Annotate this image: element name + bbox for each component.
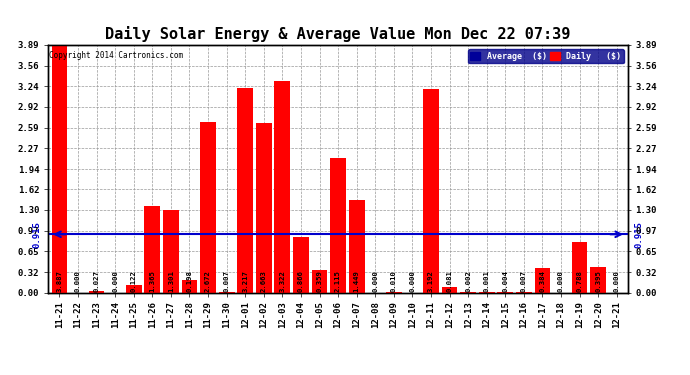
Text: 0.198: 0.198 <box>186 270 193 292</box>
Bar <box>181 280 197 292</box>
Text: 3.217: 3.217 <box>242 270 248 292</box>
Bar <box>572 242 587 292</box>
Bar <box>423 89 439 292</box>
Text: 3.322: 3.322 <box>279 270 286 292</box>
Text: 0.915: 0.915 <box>32 221 41 248</box>
Title: Daily Solar Energy & Average Value Mon Dec 22 07:39: Daily Solar Energy & Average Value Mon D… <box>106 27 571 42</box>
Bar <box>256 123 272 292</box>
Text: 0.027: 0.027 <box>94 270 99 292</box>
Bar <box>275 81 290 292</box>
Text: 3.887: 3.887 <box>57 270 63 292</box>
Text: 2.663: 2.663 <box>261 270 267 292</box>
Text: 1.365: 1.365 <box>149 270 155 292</box>
Text: 0.915: 0.915 <box>634 221 643 248</box>
Text: 0.384: 0.384 <box>540 270 546 292</box>
Bar <box>89 291 104 292</box>
Bar <box>144 206 160 292</box>
Text: 0.081: 0.081 <box>446 270 453 292</box>
Text: 0.000: 0.000 <box>372 270 378 292</box>
Bar <box>331 158 346 292</box>
Bar <box>163 210 179 292</box>
Text: 0.788: 0.788 <box>577 270 582 292</box>
Text: 0.000: 0.000 <box>112 270 118 292</box>
Bar <box>237 88 253 292</box>
Text: 0.010: 0.010 <box>391 270 397 292</box>
Legend: Average  ($), Daily   ($): Average ($), Daily ($) <box>468 49 624 63</box>
Text: 1.449: 1.449 <box>354 270 359 292</box>
Bar <box>442 287 457 292</box>
Text: 0.000: 0.000 <box>558 270 564 292</box>
Text: 0.866: 0.866 <box>298 270 304 292</box>
Text: 0.000: 0.000 <box>409 270 415 292</box>
Bar <box>200 123 216 292</box>
Text: 0.000: 0.000 <box>75 270 81 292</box>
Bar <box>126 285 141 292</box>
Bar <box>348 200 364 292</box>
Text: 1.301: 1.301 <box>168 270 174 292</box>
Text: 0.000: 0.000 <box>613 270 620 292</box>
Text: 0.001: 0.001 <box>484 270 490 292</box>
Bar <box>590 267 606 292</box>
Text: 2.672: 2.672 <box>205 270 211 292</box>
Text: 2.115: 2.115 <box>335 270 341 292</box>
Text: 3.192: 3.192 <box>428 270 434 292</box>
Bar <box>312 270 328 292</box>
Bar <box>535 268 551 292</box>
Bar <box>52 45 68 292</box>
Text: 0.004: 0.004 <box>502 270 509 292</box>
Text: 0.359: 0.359 <box>317 270 322 292</box>
Bar <box>293 237 309 292</box>
Text: 0.007: 0.007 <box>521 270 527 292</box>
Text: 0.122: 0.122 <box>130 270 137 292</box>
Text: Copyright 2014 Cartronics.com: Copyright 2014 Cartronics.com <box>50 51 184 60</box>
Text: 0.002: 0.002 <box>465 270 471 292</box>
Text: 0.395: 0.395 <box>595 270 601 292</box>
Text: 0.007: 0.007 <box>224 270 230 292</box>
